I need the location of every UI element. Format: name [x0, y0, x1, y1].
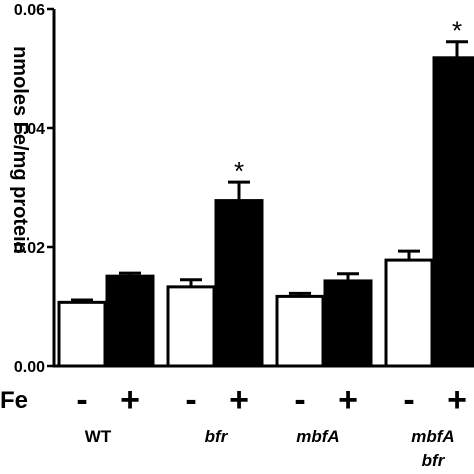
y-axis-label: nmoles Fe/mg protein: [9, 46, 31, 254]
y-tick-label: 0.06: [14, 2, 45, 19]
bar-plus-fe: [323, 279, 373, 368]
plot-area: 0.000.020.040.06- + -*+ - + -*+WT bfr mbfA mbfAb…: [14, 2, 474, 470]
fe-treatment-label: Fe: [0, 387, 28, 414]
bar-minus-fe: [275, 294, 325, 368]
group-label: bfr: [205, 427, 229, 446]
bar-minus-fe: [384, 258, 434, 368]
group-label: mbfA: [296, 427, 339, 446]
treatment-sign: +: [120, 381, 140, 419]
treatment-sign: -: [185, 381, 196, 419]
group-label-line2: bfr: [422, 451, 446, 470]
treatment-sign: +: [447, 381, 467, 419]
group-label: WT: [85, 427, 112, 446]
treatment-sign: +: [338, 381, 358, 419]
bar-plus-fe: [432, 56, 474, 368]
bar-plus-fe: [105, 274, 155, 368]
y-tick-label: 0.02: [14, 240, 45, 257]
y-tick-label: 0.04: [14, 121, 45, 138]
bar-minus-fe: [57, 300, 107, 368]
group-label: mbfA: [411, 427, 454, 446]
significance-star: *: [234, 156, 244, 186]
bar-plus-fe: [214, 199, 264, 368]
treatment-sign: -: [403, 381, 414, 419]
y-tick-label: 0.00: [14, 359, 45, 376]
bar-minus-fe: [166, 285, 216, 368]
treatment-sign: +: [229, 381, 249, 419]
treatment-sign: -: [76, 381, 87, 419]
treatment-sign: -: [294, 381, 305, 419]
significance-star: *: [452, 16, 462, 46]
